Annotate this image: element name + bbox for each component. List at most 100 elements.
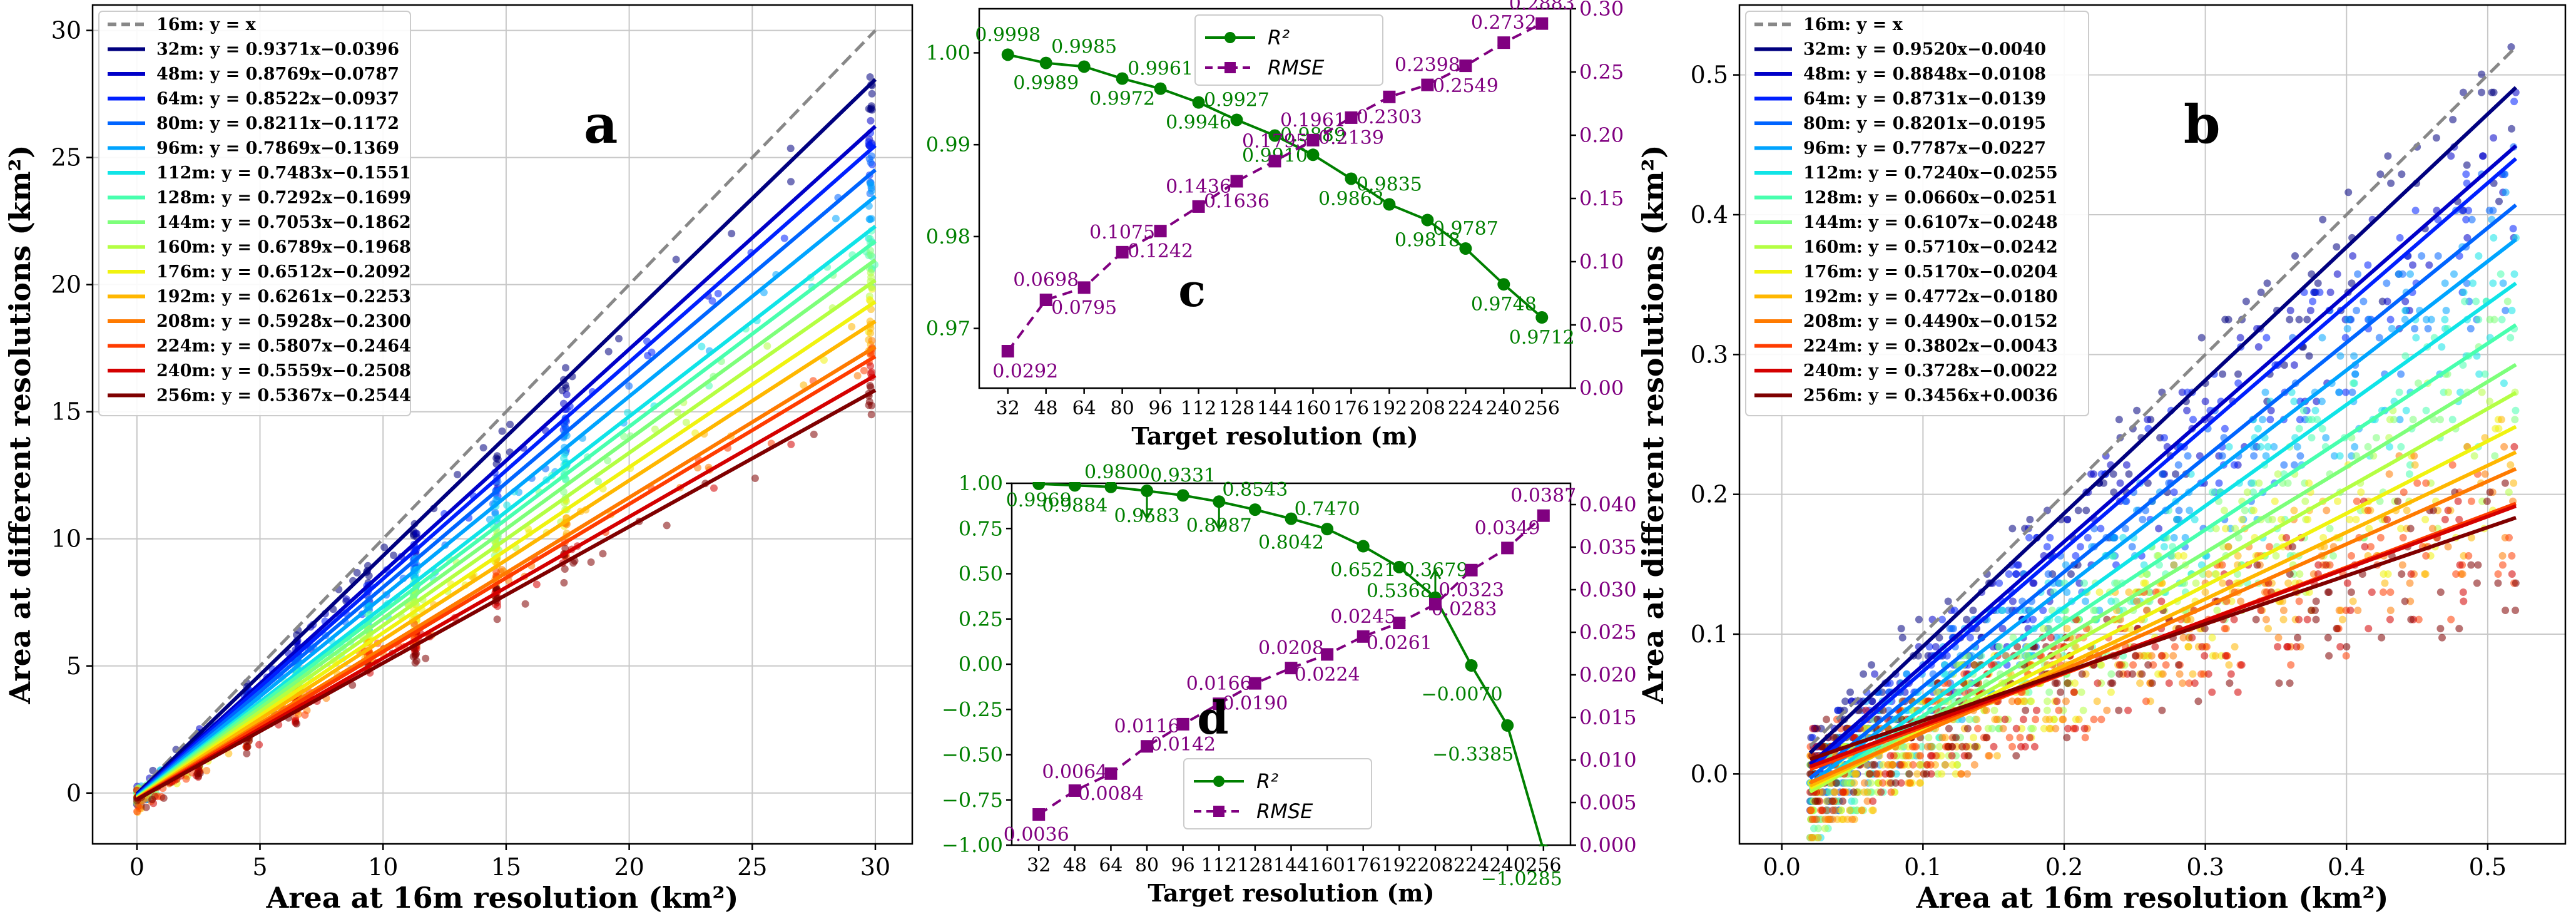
- scatter-point: [2180, 552, 2187, 560]
- scatter-point: [1942, 761, 1949, 769]
- scatter-point: [2064, 515, 2072, 523]
- scatter-point: [2383, 515, 2391, 523]
- scatter-point: [2008, 742, 2016, 751]
- regression-line: [1808, 157, 2517, 771]
- y-tick-label-right: 0.15: [1579, 187, 1624, 210]
- scatter-point: [293, 720, 301, 728]
- scatter-point: [1925, 643, 1933, 651]
- scatter-point: [2343, 579, 2351, 587]
- scatter-point: [1813, 724, 1821, 732]
- y-tick-label-left: 0.00: [959, 652, 1003, 676]
- x-tick-label: 5: [252, 853, 267, 881]
- data-point: [1421, 78, 1434, 91]
- scatter-point: [2197, 334, 2206, 342]
- scatter-point: [2444, 506, 2452, 515]
- scatter-point: [2039, 607, 2047, 614]
- scatter-point: [2291, 252, 2299, 260]
- scatter-point: [1984, 724, 1992, 732]
- data-point: [1116, 72, 1129, 85]
- scatter-point: [674, 408, 682, 416]
- data-point: [1306, 133, 1320, 146]
- data-point: [1104, 767, 1117, 780]
- legend-label: 208m: y = 0.5928x−0.2300: [156, 312, 411, 331]
- scatter-point: [2412, 334, 2420, 342]
- x-tick-label: 256: [1525, 855, 1561, 876]
- scatter-point: [2512, 607, 2520, 614]
- scatter-point: [2400, 488, 2408, 496]
- scatter-point: [1898, 634, 1907, 642]
- scatter-point: [2189, 670, 2197, 678]
- scatter-point: [1837, 806, 1845, 814]
- scatter-point: [2385, 443, 2393, 451]
- data-label: −0.0070: [1422, 684, 1503, 706]
- scatter-point: [2008, 597, 2017, 605]
- data-point: [1248, 677, 1261, 690]
- scatter-point: [2045, 688, 2054, 696]
- scatter-point: [2478, 152, 2487, 160]
- scatter-point: [2335, 607, 2343, 614]
- x-tick-label: 208: [1417, 855, 1453, 876]
- legend: R² RMSE: [1194, 14, 1383, 86]
- legend-label: 112m: y = 0.7240x−0.0255: [1803, 163, 2058, 183]
- scatter-point: [1839, 788, 1847, 796]
- scatter-point: [2293, 443, 2301, 451]
- y-tick-label-left: 1.00: [926, 41, 970, 64]
- data-label: 0.1636: [1204, 191, 1270, 213]
- scatter-point: [698, 342, 706, 351]
- scatter-point: [1896, 761, 1904, 769]
- scatter-point: [142, 803, 150, 811]
- scatter-point: [2296, 452, 2304, 460]
- legend-label: 256m: y = 0.5367x−0.2544: [156, 386, 411, 406]
- legend-label: 160m: y = 0.6789x−0.1968: [156, 238, 411, 257]
- scatter-point: [2411, 461, 2419, 469]
- regression-line: [136, 279, 877, 800]
- scatter-point: [1970, 661, 1978, 669]
- scatter-point: [2507, 461, 2515, 469]
- scatter-point: [2352, 452, 2360, 460]
- panel-label: d: [1197, 691, 1228, 744]
- scatter-point: [2286, 679, 2294, 687]
- scatter-point: [2325, 652, 2333, 660]
- legend-label: 160m: y = 0.5710x−0.0242: [1803, 238, 2058, 257]
- scatter-point: [810, 430, 818, 438]
- scatter-point: [2486, 488, 2494, 496]
- scatter-point: [2142, 697, 2150, 706]
- data-label: 0.2549: [1433, 75, 1499, 97]
- data-point: [1285, 512, 1298, 525]
- scatter-point: [2318, 398, 2326, 406]
- data-label: 0.0224: [1295, 664, 1360, 685]
- scatter-point: [2383, 279, 2391, 287]
- data-label: −0.3385: [1432, 744, 1514, 766]
- legend-label: 240m: y = 0.3728x−0.0022: [1803, 361, 2058, 381]
- scatter-point: [2053, 679, 2061, 687]
- scatter-point: [1846, 806, 1854, 814]
- y-axis-label: Area at different resolutions (km²): [3, 145, 37, 705]
- scatter-point: [2287, 661, 2295, 669]
- data-label: 0.1436: [1166, 176, 1231, 198]
- scatter-point: [1993, 752, 2001, 760]
- panel-label: a: [584, 93, 618, 155]
- scatter-point: [2494, 579, 2502, 587]
- scatter-point: [2394, 497, 2402, 505]
- scatter-point: [2403, 506, 2411, 515]
- panel-c: 32 48 64 80 96 112 128 144 160 176 192 208 224 240 256…: [926, 0, 1624, 450]
- scatter-point: [2174, 461, 2182, 469]
- scatter-point: [1945, 724, 1953, 732]
- data-point: [1077, 60, 1091, 73]
- scatter-point: [1821, 824, 1829, 833]
- scatter-point: [2063, 625, 2071, 633]
- scatter-point: [2159, 670, 2167, 678]
- scatter-point: [2136, 679, 2144, 687]
- legend-marker: [1213, 806, 1224, 817]
- scatter-point: [2422, 479, 2430, 487]
- scatter-point: [2263, 279, 2271, 287]
- scatter-point: [2354, 607, 2362, 614]
- scatter-point: [255, 741, 263, 749]
- scatter-point: [2348, 552, 2355, 560]
- data-point: [1393, 617, 1406, 630]
- scatter-point: [2208, 488, 2216, 496]
- x-tick-label: 25: [737, 853, 767, 881]
- reference-line: [136, 29, 877, 794]
- legend: 16m: y = x 32m: y = 0.9520x−0.0040 48m: y …: [1745, 11, 2089, 416]
- legend-label: 192m: y = 0.6261x−0.2253: [156, 287, 411, 307]
